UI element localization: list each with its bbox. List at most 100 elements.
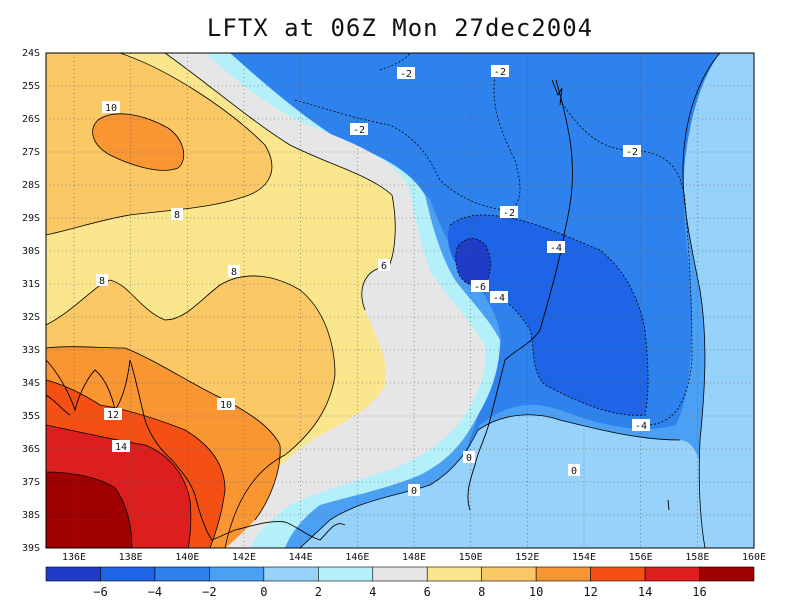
- field-0-2-east: [682, 53, 754, 548]
- lat-tick-label: 24S: [22, 48, 40, 59]
- colorbar-label: 0: [260, 585, 267, 599]
- lat-tick-label: 33S: [22, 345, 40, 356]
- filled-contours: [46, 53, 754, 548]
- map-title: LFTX at 06Z Mon 27dec2004: [206, 14, 594, 42]
- contour-label: -4: [635, 421, 647, 432]
- field-16-plus: [46, 472, 132, 548]
- colorbar-segment: [426, 566, 482, 582]
- lat-tick-label: 35S: [22, 411, 40, 422]
- contour-label: 8: [174, 210, 180, 221]
- colorbar-label: −2: [202, 585, 216, 599]
- colorbar-segment: [590, 566, 646, 582]
- field-m6-m4: [447, 215, 649, 416]
- contour-label-bg: [397, 67, 415, 79]
- colorbar-label: 12: [583, 585, 597, 599]
- lat-tick-label: 39S: [22, 543, 40, 554]
- field-0-2-south: [300, 414, 706, 548]
- colorbar-segment: [699, 566, 755, 582]
- lon-tick-label: 142E: [232, 552, 256, 563]
- contour-labels: -2 -2 -2 -2 -2 -4 -6 -4 -4 6 10 8 8 8 10 12 14 0 0 0: [96, 65, 650, 497]
- field-m8-m6: [455, 238, 491, 286]
- lat-tick-label: 38S: [22, 510, 40, 521]
- contour-label-bg: [547, 241, 565, 253]
- lon-tick-label: 148E: [402, 552, 426, 563]
- lat-tick-label: 30S: [22, 246, 40, 257]
- contour-label-bg: [350, 123, 368, 135]
- colorbar-segment: [535, 566, 591, 582]
- colorbar-label: −6: [93, 585, 107, 599]
- lat-tick-label: 29S: [22, 213, 40, 224]
- colorbar-label: 16: [692, 585, 706, 599]
- contour-label: -2: [400, 69, 412, 80]
- contour-label-bg: [102, 101, 120, 113]
- lon-tick-label: 160E: [742, 552, 766, 563]
- contour-label-bg: [490, 291, 508, 303]
- contour-label-bg: [632, 419, 650, 431]
- colorbar: −6 −4 −2 0 2 4 6 8 10 12 14 16: [45, 566, 755, 599]
- contour-label-bg: [171, 208, 183, 220]
- contour-label: 6: [381, 261, 387, 272]
- lon-tick-label: 150E: [459, 552, 483, 563]
- contour-label: 8: [99, 276, 105, 287]
- lon-tick-label: 154E: [572, 552, 596, 563]
- lon-tick-label: 140E: [175, 552, 199, 563]
- contour-label-bg: [408, 484, 420, 496]
- colorbar-segment: [644, 566, 700, 582]
- colorbar-segment: [481, 566, 537, 582]
- colorbar-label: −4: [148, 585, 162, 599]
- lat-lon-grid: [46, 53, 754, 548]
- contour-label-bg: [228, 265, 240, 277]
- contour-label: -2: [494, 67, 506, 78]
- colorbar-segment: [209, 566, 265, 582]
- lon-tick-label: 156E: [629, 552, 653, 563]
- lat-tick-label: 31S: [22, 279, 40, 290]
- contour-label: 8: [231, 267, 237, 278]
- lon-tick-label: 152E: [515, 552, 539, 563]
- lat-tick-label: 27S: [22, 147, 40, 158]
- field-10-12-north: [92, 113, 184, 171]
- contour-label-bg: [378, 259, 390, 271]
- contour-label: 0: [411, 486, 417, 497]
- contour-label: 10: [105, 103, 117, 114]
- lat-tick-label: 26S: [22, 114, 40, 125]
- lon-tick-label: 138E: [119, 552, 143, 563]
- colorbar-segment: [45, 566, 101, 582]
- lat-tick-label: 36S: [22, 444, 40, 455]
- contour-label-bg: [217, 398, 235, 410]
- lat-tick-label: 25S: [22, 81, 40, 92]
- colorbar-label: 4: [369, 585, 376, 599]
- contour-label-bg: [623, 145, 641, 157]
- contour-label: 12: [107, 410, 119, 421]
- contour-label-bg: [104, 408, 122, 420]
- colorbar-label: 10: [529, 585, 543, 599]
- contour-label: 14: [115, 442, 127, 453]
- colorbar-segment: [154, 566, 210, 582]
- colorbar-segment: [263, 566, 319, 582]
- lon-tick-label: 144E: [289, 552, 313, 563]
- contour-label-bg: [568, 464, 580, 476]
- lon-tick-label: 146E: [345, 552, 369, 563]
- contour-label: -6: [474, 282, 486, 293]
- contour-label: -4: [493, 293, 505, 304]
- contour-label-bg: [96, 274, 108, 286]
- contour-label: 10: [220, 400, 232, 411]
- contour-label-bg: [491, 65, 509, 77]
- contour-label-bg: [112, 440, 130, 452]
- colorbar-segment: [318, 566, 374, 582]
- plot-frame: [45, 52, 755, 549]
- lat-tick-label: 32S: [22, 312, 40, 323]
- lat-tick-label: 37S: [22, 477, 40, 488]
- contour-label-bg: [500, 206, 518, 218]
- axis-labels: 136E 138E 140E 142E 144E 146E 148E 150E 152E 154E…: [22, 48, 766, 563]
- colorbar-label: 14: [638, 585, 652, 599]
- lon-tick-label: 136E: [62, 552, 86, 563]
- colorbar-label: 6: [424, 585, 431, 599]
- coastline: [46, 79, 670, 541]
- lat-tick-label: 34S: [22, 378, 40, 389]
- contour-label-bg: [463, 451, 475, 463]
- contour-label: -2: [353, 125, 365, 136]
- colorbar-segment: [100, 566, 156, 582]
- contour-label: 0: [466, 453, 472, 464]
- contour-label: -4: [550, 243, 562, 254]
